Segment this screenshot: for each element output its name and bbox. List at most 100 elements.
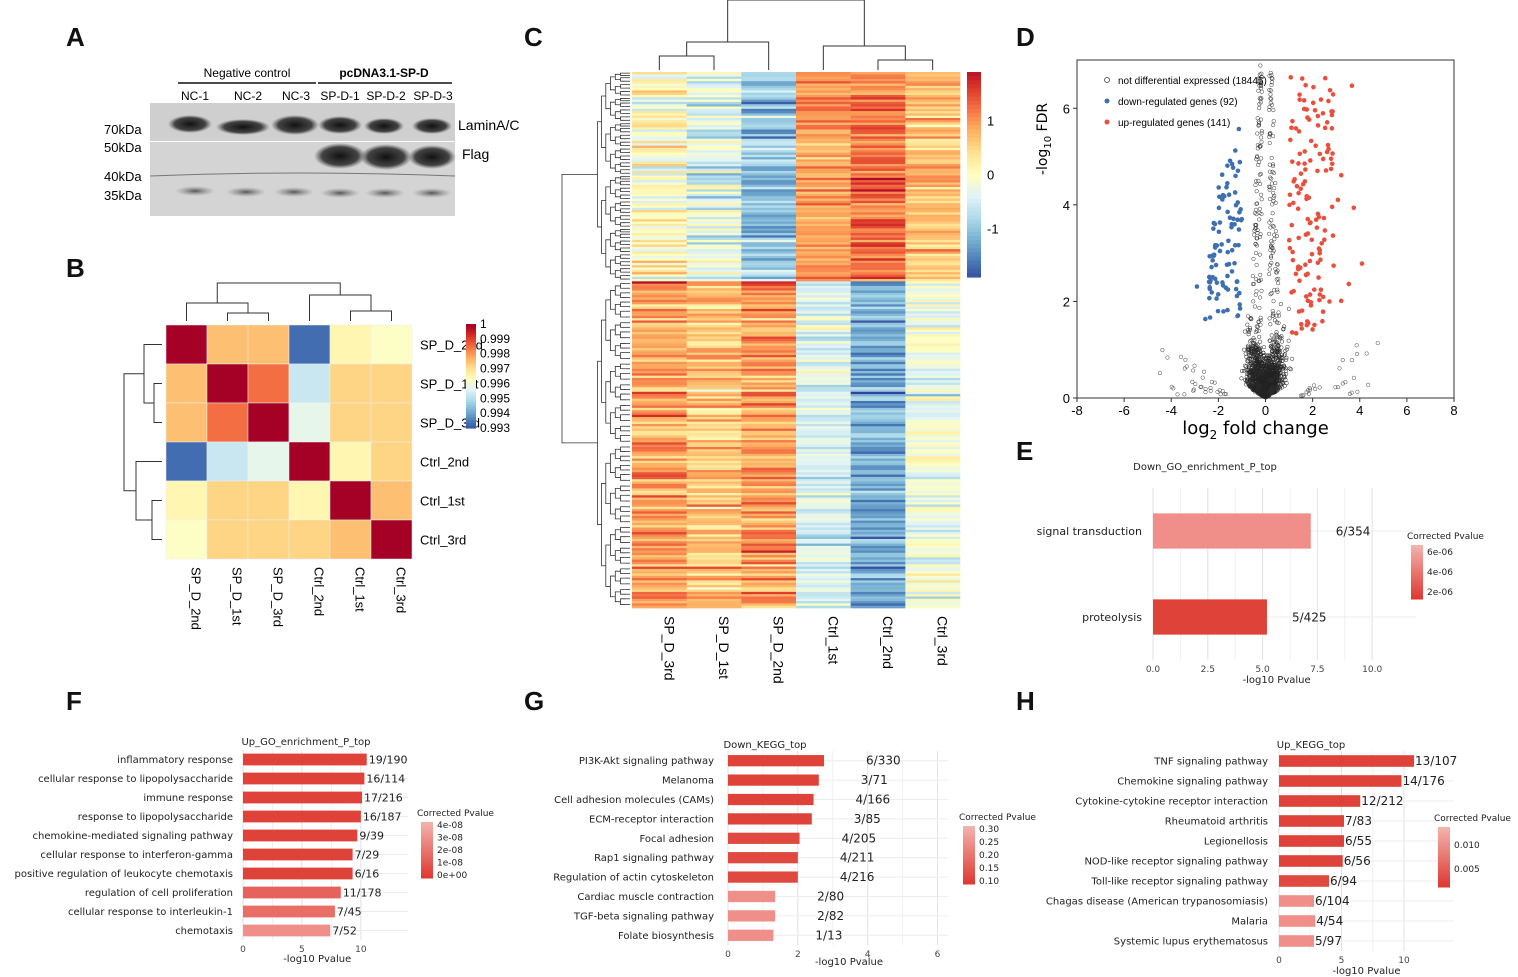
heatmap-cell: [741, 582, 797, 586]
heatmap-cell: [741, 189, 797, 192]
heatmap-cell: [850, 550, 906, 554]
point-up: [1302, 161, 1307, 166]
point-not-de: [1273, 229, 1278, 234]
heatmap-cell: [632, 591, 687, 595]
heatmap-cell: [796, 463, 851, 466]
legend-swatch: [466, 347, 476, 351]
heatmap-cell: [850, 391, 906, 395]
heatmap-cell: [632, 311, 687, 314]
point-not-de: [1290, 356, 1295, 361]
heatmap-cell: [288, 480, 331, 521]
point-not-de: [1242, 347, 1247, 352]
heatmap-cell: [741, 306, 797, 310]
heatmap-cell: [905, 267, 961, 271]
heatmap-cell: [850, 239, 906, 243]
point-not-de: [1254, 157, 1259, 162]
heatmap-cell: [741, 276, 797, 280]
point-not-de: [1251, 299, 1256, 304]
heatmap-cell: [741, 421, 797, 425]
heatmap-cell: [632, 233, 687, 236]
point-not-de: [1284, 347, 1289, 352]
point-not-de: [1251, 382, 1256, 387]
point-not-de: [1250, 282, 1256, 287]
heatmap-cell: [796, 373, 851, 377]
point-up: [1351, 205, 1357, 211]
heatmap-cell: [796, 497, 851, 501]
heatmap-cell: [632, 249, 687, 252]
heatmap-cell: [686, 566, 742, 570]
heatmap-cell: [850, 219, 906, 222]
heatmap-cell: [741, 83, 797, 87]
heatmap-cell: [905, 368, 961, 372]
count-label: 13/107: [1415, 754, 1457, 768]
heatmap-cell: [370, 324, 413, 365]
heatmap-cell: [850, 559, 906, 563]
point-not-de: [1220, 389, 1225, 394]
heatmap-cell: [632, 136, 687, 140]
legend-swatch: [967, 158, 981, 163]
heatmap-cell: [686, 578, 742, 581]
heatmap-cell: [905, 348, 961, 351]
heatmap-cell: [741, 221, 797, 225]
legend-swatch: [466, 420, 476, 424]
point-not-de: [1267, 107, 1272, 112]
legend-title: Corrected Pvalue: [1434, 814, 1511, 824]
legend-swatch: [967, 199, 981, 204]
x-tick-label: 5: [1339, 956, 1345, 966]
heatmap-cell: [905, 437, 961, 441]
heatmap-cell: [850, 173, 906, 176]
heatmap-cell: [370, 441, 413, 482]
heatmap-cell: [796, 159, 851, 163]
heatmap-cell: [686, 557, 742, 561]
heatmap-cell: [686, 166, 742, 169]
heatmap-cell: [905, 400, 961, 404]
heatmap-cell: [796, 377, 851, 381]
heatmap-cell: [850, 341, 906, 344]
legend-swatch: [466, 381, 476, 385]
point-not-de: [1257, 96, 1262, 101]
heatmap-cell: [850, 481, 906, 485]
legend-swatch: [967, 108, 981, 114]
heatmap-cell: [905, 428, 961, 432]
heatmap-cell: [850, 256, 906, 259]
legend-swatch: [967, 133, 981, 139]
heatmap-cell: [850, 405, 906, 409]
heatmap-cell: [741, 76, 797, 80]
point-not-de: [1239, 368, 1245, 374]
point-not-de: [1267, 141, 1272, 146]
heatmap-cell: [905, 525, 961, 528]
legend-swatch: [466, 402, 476, 406]
col-label: SP_D_2nd: [771, 616, 787, 684]
legend-swatch: [967, 256, 981, 262]
point-not-de: [1255, 342, 1260, 347]
heatmap-cell: [741, 253, 797, 257]
point-not-de: [1272, 288, 1277, 293]
heatmap-cell: [686, 122, 742, 126]
heatmap-cell: [741, 161, 797, 165]
heatmap-cell: [850, 164, 906, 167]
legend-swatch: [967, 154, 981, 159]
heatmap-cell: [686, 235, 742, 238]
count-label: 14/176: [1403, 774, 1445, 788]
heatmap-cell: [905, 325, 961, 328]
heatmap-cell: [686, 306, 742, 310]
heatmap-cell: [632, 214, 687, 218]
heatmap-cell: [796, 83, 851, 87]
heatmap-cell: [850, 118, 906, 121]
heatmap-cell: [632, 389, 687, 393]
heatmap-cell: [632, 83, 687, 87]
heatmap-cell: [686, 101, 742, 105]
heatmap-cell: [905, 465, 961, 469]
heatmap-cell: [741, 520, 797, 524]
heatmap-cell: [741, 504, 797, 508]
point-not-de: [1269, 96, 1274, 102]
heatmap-cell: [686, 338, 742, 342]
heatmap-cell: [686, 175, 742, 179]
heatmap-cell: [686, 398, 742, 402]
heatmap-cell: [741, 391, 797, 395]
point-not-de: [1256, 346, 1261, 351]
heatmap-cell: [632, 129, 687, 133]
heatmap-cell: [796, 318, 851, 321]
heatmap-cell: [905, 177, 961, 181]
legend-swatch: [466, 352, 476, 356]
